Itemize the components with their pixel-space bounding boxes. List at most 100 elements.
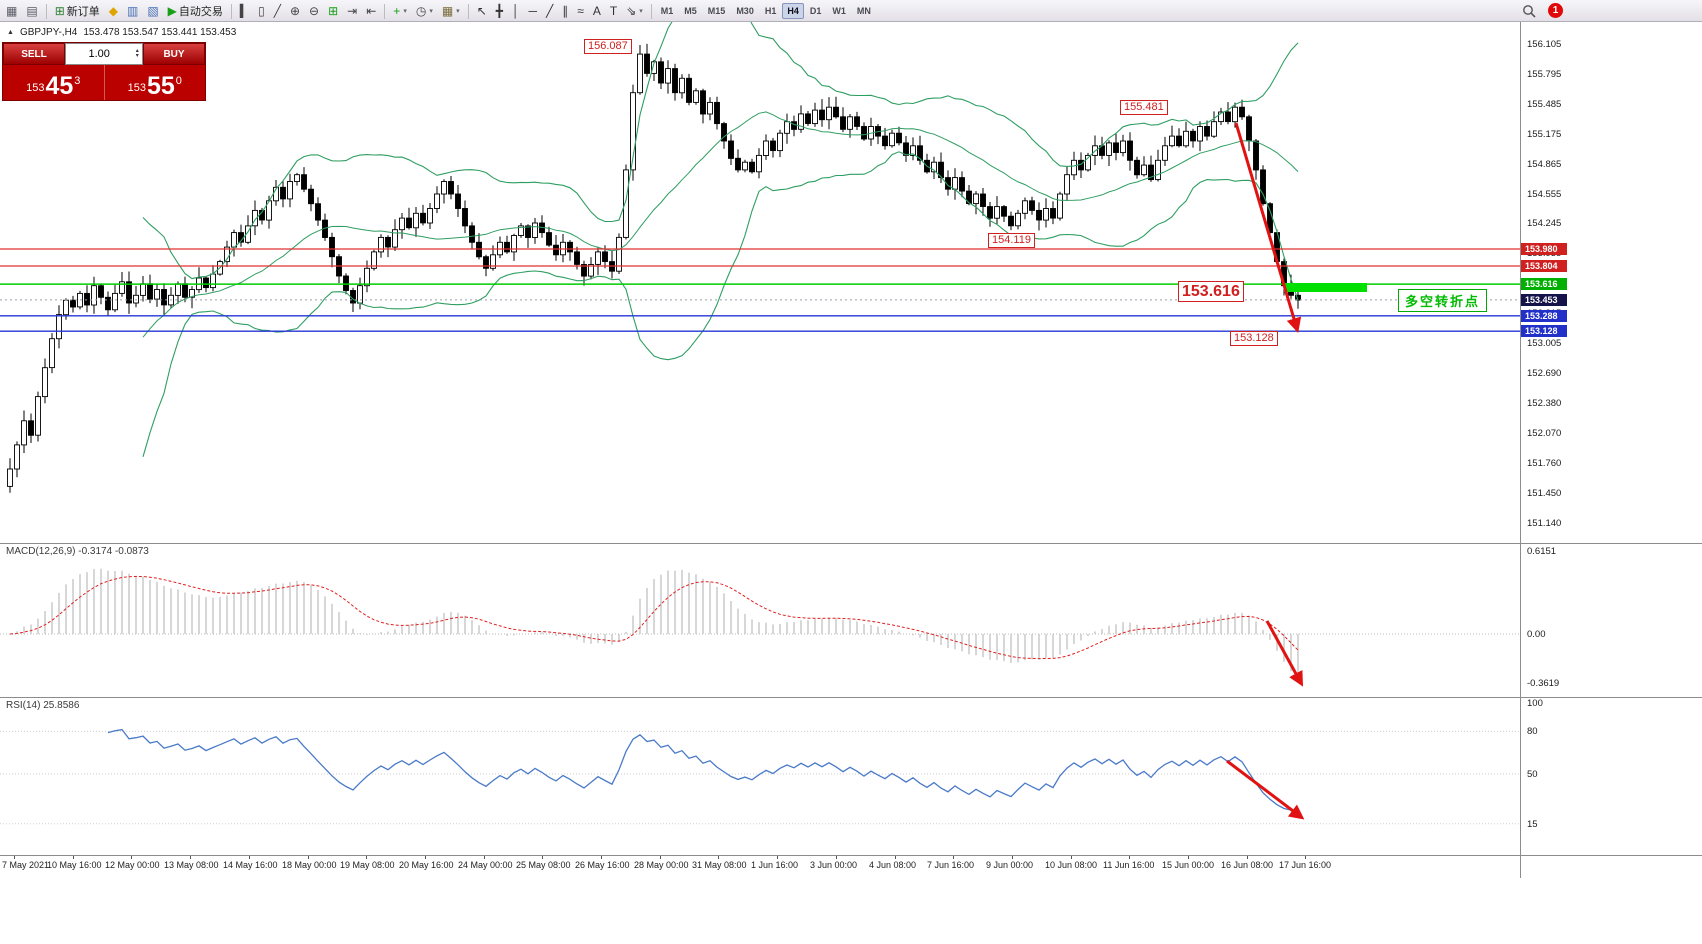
timeframe-h1-button[interactable]: H1 <box>764 6 777 16</box>
price-tag: 153.804 <box>1521 260 1567 272</box>
highlight-bar[interactable] <box>1284 283 1367 292</box>
text-icon: A <box>592 4 601 18</box>
market-watch-button[interactable]: ▥ <box>123 2 142 20</box>
spinner-down-icon[interactable]: ▾ <box>135 53 139 59</box>
price-tag: 153.128 <box>1521 325 1567 337</box>
bar-chart-icon: ▍ <box>239 4 250 18</box>
time-axis-label: 17 Jun 16:00 <box>1279 860 1332 870</box>
macd-axis-label: 0.00 <box>1527 629 1546 640</box>
profiles-button[interactable]: ▤ <box>22 2 41 20</box>
periods-button[interactable]: ◷ ▾ <box>412 2 437 20</box>
timeframe-h4-button[interactable]: H4 <box>782 3 804 19</box>
crosshair-button[interactable]: ╋ <box>492 2 507 20</box>
price-callout[interactable]: 153.128 <box>1230 331 1278 346</box>
chart-shift-button[interactable]: ⇤ <box>362 2 380 20</box>
time-axis-tick <box>895 856 896 859</box>
time-axis-label: 7 May 2021 <box>2 860 50 870</box>
new-chart-button[interactable]: ▦ <box>2 2 21 20</box>
time-axis-label: 9 Jun 00:00 <box>986 860 1034 870</box>
bar-chart-button[interactable]: ▍ <box>236 2 253 20</box>
notification-badge[interactable]: 1 <box>1548 3 1563 18</box>
vertical-line-button[interactable]: │ <box>508 2 524 20</box>
spinner-up-icon[interactable]: ▴ <box>135 48 139 54</box>
candlestick-chart-button[interactable]: ▯ <box>254 2 269 20</box>
price-axis-label: 154.555 <box>1527 189 1562 200</box>
collapse-one-click-icon[interactable]: ▲ <box>7 29 14 36</box>
rsi-label: RSI(14) 25.8586 <box>6 700 79 711</box>
price-axis-label: 153.315 <box>1527 308 1562 319</box>
auto-scroll-button[interactable]: ⇥ <box>343 2 361 20</box>
time-axis-label: 13 May 08:00 <box>164 860 219 870</box>
panel-splitter[interactable] <box>0 697 1702 698</box>
time-axis-label: 20 May 16:00 <box>399 860 454 870</box>
buy-button[interactable]: BUY <box>143 43 205 65</box>
navigator-button[interactable]: ▧ <box>143 2 162 20</box>
time-axis-label: 14 May 16:00 <box>223 860 278 870</box>
price-axis-label: 155.485 <box>1527 99 1562 110</box>
macd-panel[interactable] <box>0 544 1520 697</box>
time-axis-tick <box>366 856 367 859</box>
price-axis-label: 155.795 <box>1527 69 1562 80</box>
trendline-button[interactable]: ╱ <box>542 2 557 20</box>
price-callout[interactable]: 154.119 <box>988 233 1035 248</box>
arrows-tool-button[interactable]: ⇘ ▾ <box>622 2 647 20</box>
price-axis-label: 153.005 <box>1527 338 1562 349</box>
time-axis-label: 16 Jun 08:00 <box>1221 860 1274 870</box>
volume-stepper[interactable]: ▴ ▾ <box>132 48 142 59</box>
text-label-button[interactable]: T <box>606 2 621 20</box>
timeframe-mn-button[interactable]: MN <box>856 6 871 16</box>
autotrading-button[interactable]: ▶ 自动交易 <box>164 2 227 20</box>
price-callout[interactable]: 156.087 <box>584 39 632 54</box>
zoom-in-button[interactable]: ⊕ <box>286 2 304 20</box>
line-chart-icon: ╱ <box>273 4 281 18</box>
zoom-in-icon: ⊕ <box>289 4 301 18</box>
templates-icon: ▦ <box>441 4 454 18</box>
templates-button[interactable]: ▦ ▾ <box>438 2 464 20</box>
zoom-out-button[interactable]: ⊖ <box>305 2 323 20</box>
timeframe-m5-button[interactable]: M5 <box>684 6 697 16</box>
time-axis-label: 24 May 00:00 <box>458 860 513 870</box>
time-axis-tick <box>308 856 309 859</box>
time-axis-label: 28 May 00:00 <box>634 860 689 870</box>
tile-windows-button[interactable]: ⊞ <box>324 2 342 20</box>
new-order-button[interactable]: ⊞ 新订单 <box>51 2 104 20</box>
time-axis-tick <box>14 856 15 859</box>
market-watch-icon: ▥ <box>126 4 139 18</box>
time-axis-border <box>0 855 1702 856</box>
sell-price[interactable]: 153 45 3 <box>3 65 104 100</box>
text-button[interactable]: A <box>589 2 605 20</box>
favorites-button[interactable]: ◆ <box>105 2 122 20</box>
cursor-button[interactable]: ↖ <box>473 2 491 20</box>
horizontal-line-button[interactable]: ─ <box>524 2 541 20</box>
one-click-trading-panel: SELL ▴▾ BUY 153 45 3 153 55 0 <box>3 43 205 100</box>
line-chart-button[interactable]: ╱ <box>270 2 285 20</box>
autotrading-label: 自动交易 <box>178 6 223 18</box>
autotrading-icon: ▶ <box>167 4 177 18</box>
price-axis-label: 152.690 <box>1527 368 1562 379</box>
indicators-button[interactable]: + ▾ <box>389 2 411 20</box>
fibonacci-button[interactable]: ≈ <box>573 2 588 20</box>
buy-price-sup: 0 <box>175 75 182 87</box>
price-callout[interactable]: 153.616 <box>1178 281 1244 302</box>
sell-button[interactable]: SELL <box>3 43 65 65</box>
time-axis-label: 15 Jun 00:00 <box>1162 860 1215 870</box>
panel-splitter[interactable] <box>0 543 1702 544</box>
arrows-tool-icon: ⇘ <box>626 4 637 18</box>
search-icon[interactable] <box>1522 4 1536 23</box>
buy-price[interactable]: 153 55 0 <box>103 65 206 100</box>
main-chart[interactable] <box>0 22 1520 543</box>
timeframe-m30-button[interactable]: M30 <box>736 6 754 16</box>
timeframe-m15-button[interactable]: M15 <box>707 6 726 16</box>
timeframe-d1-button[interactable]: D1 <box>809 6 822 16</box>
volume-input[interactable] <box>66 48 133 60</box>
equidistant-channel-button[interactable]: ∥ <box>558 2 572 20</box>
time-axis-label: 1 Jun 16:00 <box>751 860 799 870</box>
time-axis-label: 7 Jun 16:00 <box>927 860 975 870</box>
trendline-icon: ╱ <box>546 4 554 18</box>
time-axis-tick <box>1188 856 1189 859</box>
timeframe-w1-button[interactable]: W1 <box>832 6 846 16</box>
note-annotation[interactable]: 多空转折点 <box>1398 289 1488 312</box>
timeframe-m1-button[interactable]: M1 <box>660 6 674 16</box>
rsi-panel[interactable] <box>0 698 1520 855</box>
price-callout[interactable]: 155.481 <box>1120 100 1168 115</box>
